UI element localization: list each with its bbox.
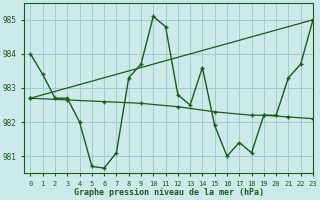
X-axis label: Graphe pression niveau de la mer (hPa): Graphe pression niveau de la mer (hPa)	[74, 188, 264, 197]
